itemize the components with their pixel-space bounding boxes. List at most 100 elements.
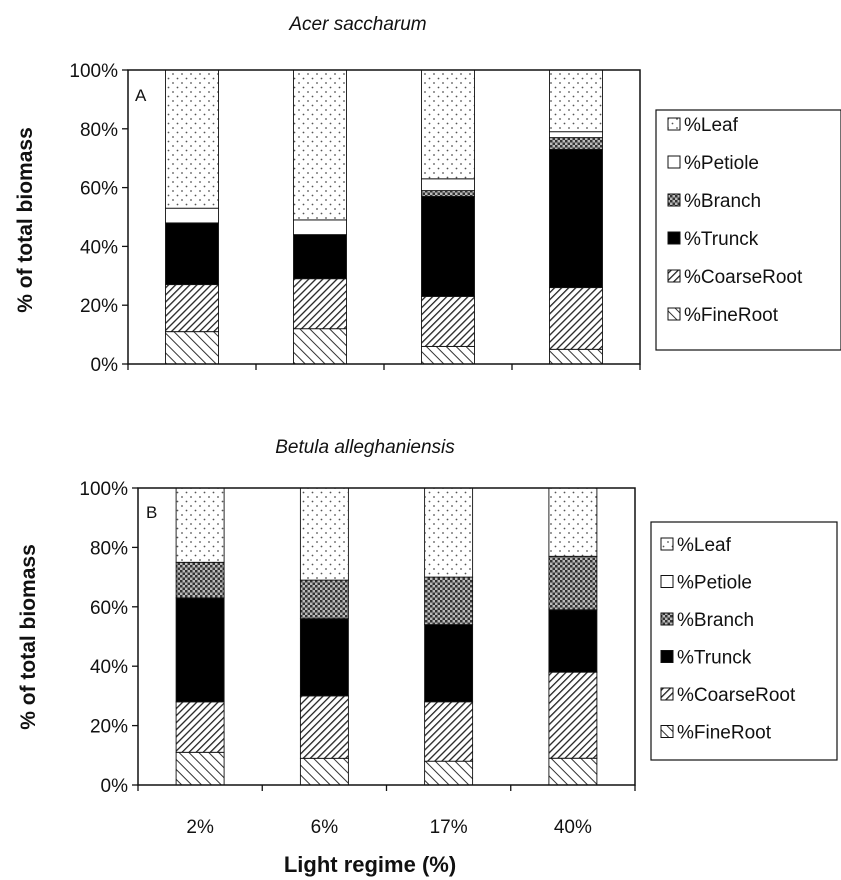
panel-a-legend-label-fineroot: %FineRoot (684, 305, 779, 326)
panel-b-legend-label-fineroot: %FineRoot (677, 723, 772, 744)
panel-b-legend-items: %Leaf %Petiole %Branch %Trunck %CoarseRoot %F… (660, 535, 796, 744)
panel-a: Acer saccharum 0% 20% 40% 60% 80% 100% A % of… (14, 14, 841, 376)
panel-b-bar-trunck-0 (175, 597, 225, 703)
panel-a-bars (165, 69, 603, 365)
panel-a-bar-petiole-2 (421, 178, 475, 192)
panel-b-bar-leaf-2 (424, 487, 474, 578)
panel-a-legend-label-coarseroot: %CoarseRoot (684, 267, 803, 288)
panel-b-y-tick-label: 60% (90, 598, 128, 619)
panel-b-legend-label-coarseroot: %CoarseRoot (677, 685, 796, 706)
panel-a-bar-trunck-2 (421, 195, 475, 297)
panel-b-legend-swatch-fineroot (660, 725, 674, 738)
panel-a-y-tick-label: 80% (80, 120, 118, 141)
panel-a-legend-label-branch: %Branch (684, 191, 761, 212)
panel-a-bar-trunck-0 (165, 222, 219, 286)
panel-b-bar-trunck-1 (299, 618, 349, 697)
panel-b-y-tick-label: 80% (90, 538, 128, 559)
panel-a-bar-fineroot-1 (293, 328, 347, 365)
panel-b-y-tick-label: 40% (90, 657, 128, 678)
panel-a-legend-swatch-fineroot (667, 307, 681, 321)
panel-a-y-tick-label: 0% (91, 355, 119, 376)
panel-a-plot: 0% 20% 40% 60% 80% 100% (69, 61, 641, 376)
panel-a-bar-leaf-1 (293, 69, 347, 221)
panel-b-bar-trunck-2 (424, 624, 474, 703)
panel-b-bar-fineroot-3 (548, 757, 598, 786)
panel-a-y-tick-label: 100% (69, 61, 118, 82)
panel-a-bar-petiole-0 (165, 207, 219, 224)
panel-a-y-axis-label: % of total biomass (14, 127, 37, 313)
panel-a-y-tick-label: 40% (80, 237, 118, 258)
panel-b-bar-leaf-1 (299, 487, 349, 581)
panel-a-bar-coarseroot-0 (165, 284, 219, 333)
panel-a-bar-coarseroot-1 (293, 278, 347, 330)
panel-a-bar-fineroot-0 (165, 331, 219, 365)
panel-b-legend-label-branch: %Branch (677, 610, 754, 631)
panel-b-x-ticks: 2% 6% 17% 40% (137, 785, 636, 838)
panel-a-bar-fineroot-2 (421, 345, 475, 365)
panel-b-legend-swatch-coarseroot (660, 687, 674, 701)
panel-a-legend-box (655, 109, 841, 351)
panel-b-x-tick-label: 2% (186, 817, 214, 838)
panel-a-label: A (135, 86, 147, 105)
panel-b-bar-branch-0 (175, 561, 225, 599)
panel-b-bar-leaf-3 (548, 487, 598, 557)
panel-a-legend-swatch-branch (667, 193, 681, 207)
panel-a-bar-leaf-2 (421, 69, 475, 180)
panel-b-x-tick-label: 40% (554, 817, 592, 838)
panel-a-bar-branch-3 (549, 137, 603, 150)
panel-a-bar-petiole-1 (293, 219, 347, 236)
panel-b-bar-branch-2 (424, 576, 474, 626)
panel-a-bar-coarseroot-3 (549, 287, 603, 350)
panel-b-bar-fineroot-1 (299, 757, 349, 786)
panel-a-bar-fineroot-3 (549, 348, 603, 365)
panel-a-y-ticks: 0% 20% 40% 60% 80% 100% (69, 61, 128, 376)
panel-b-bar-trunck-3 (548, 609, 598, 673)
panel-a-y-tick-label: 20% (80, 296, 118, 317)
panel-b-y-ticks: 0% 20% 40% 60% 80% 100% (79, 479, 138, 797)
panel-b-x-tick-label: 17% (430, 817, 468, 838)
panel-a-legend-items: %Leaf %Petiole %Branch %Trunck %CoarseRoot %F… (667, 115, 803, 326)
panel-b-y-tick-label: 0% (101, 776, 129, 797)
panel-b-legend-label-trunck: %Trunck (677, 648, 752, 669)
panel-b-legend-swatch-branch (660, 612, 674, 626)
panel-a-legend-swatch-trunck (667, 231, 681, 245)
panel-b-bar-coarseroot-3 (548, 671, 598, 759)
panel-b-y-tick-label: 100% (79, 479, 128, 500)
panel-a-y-tick-label: 60% (80, 179, 118, 200)
panel-b-y-axis-label: % of total biomass (17, 544, 40, 730)
panel-a-bar-branch-2 (421, 190, 475, 197)
panel-a-bar-coarseroot-2 (421, 295, 475, 347)
panel-a-bar-trunck-1 (293, 234, 347, 280)
panel-b-legend: %Leaf %Petiole %Branch %Trunck %CoarseRoot %F… (650, 521, 838, 761)
panel-b-bar-coarseroot-0 (175, 701, 225, 753)
panel-a-legend-swatch-coarseroot (667, 269, 681, 283)
panel-b: Betula alleghaniensis 0% 20% 40% 60% 80% 100%… (17, 437, 838, 877)
panel-b-bar-branch-1 (299, 579, 349, 620)
panel-a-legend: %Leaf %Petiole %Branch %Trunck %CoarseRoot %F… (655, 109, 841, 351)
panel-b-legend-swatch-petiole (660, 575, 674, 588)
panel-b-legend-label-leaf: %Leaf (677, 535, 732, 556)
panel-b-label: B (146, 503, 157, 522)
panel-b-legend-label-petiole: %Petiole (677, 573, 752, 594)
panel-b-bar-fineroot-2 (424, 760, 474, 786)
panel-a-legend-label-leaf: %Leaf (684, 115, 739, 136)
panel-a-bar-trunck-3 (549, 148, 603, 289)
panel-b-legend-swatch-leaf (660, 537, 674, 551)
panel-b-y-tick-label: 20% (90, 717, 128, 738)
panel-a-legend-label-trunck: %Trunck (684, 229, 759, 250)
panel-a-x-ticks (127, 364, 641, 370)
panel-b-plot: 0% 20% 40% 60% 80% 100% 2% 6% 17% 40% (79, 479, 636, 838)
panel-a-bar-leaf-0 (165, 69, 219, 209)
panel-b-x-tick-label: 6% (311, 817, 339, 838)
x-axis-label: Light regime (%) (284, 852, 456, 877)
panel-a-bar-leaf-3 (549, 69, 603, 133)
panel-b-bar-coarseroot-2 (424, 701, 474, 762)
panel-b-bars (175, 487, 598, 786)
panel-b-legend-swatch-trunck (660, 650, 674, 663)
panel-b-bar-coarseroot-1 (299, 695, 349, 759)
panel-b-legend-box (650, 521, 838, 761)
panel-b-bar-branch-3 (548, 555, 598, 611)
panel-a-legend-swatch-leaf (667, 117, 681, 131)
panel-a-legend-label-petiole: %Petiole (684, 153, 759, 174)
